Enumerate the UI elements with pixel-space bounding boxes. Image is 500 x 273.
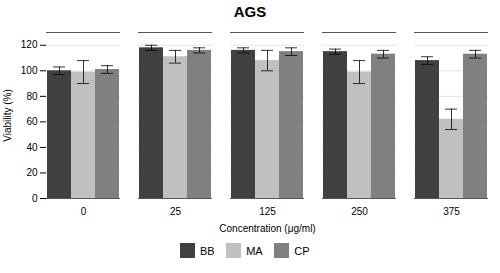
- svg-text:25: 25: [170, 206, 182, 217]
- svg-text:120: 120: [21, 39, 38, 50]
- svg-text:0: 0: [81, 206, 87, 217]
- svg-text:100: 100: [21, 65, 38, 76]
- svg-text:40: 40: [26, 142, 38, 153]
- svg-text:60: 60: [26, 116, 38, 127]
- svg-text:125: 125: [259, 206, 276, 217]
- svg-text:375: 375: [443, 206, 460, 217]
- svg-text:20: 20: [26, 167, 38, 178]
- html-text:AGS: AGS: [233, 3, 267, 20]
- svg-text:Viability (%): Viability (%): [2, 89, 13, 142]
- html-text:BB: BB: [200, 244, 215, 257]
- svg-text:250: 250: [351, 206, 368, 217]
- svg-text:80: 80: [26, 91, 38, 102]
- svg-text:Concentration (μg/ml): Concentration (μg/ml): [219, 223, 315, 234]
- html-text:CP: CP: [294, 244, 310, 257]
- svg-text:0: 0: [32, 193, 38, 204]
- html-text:MA: MA: [246, 244, 263, 257]
